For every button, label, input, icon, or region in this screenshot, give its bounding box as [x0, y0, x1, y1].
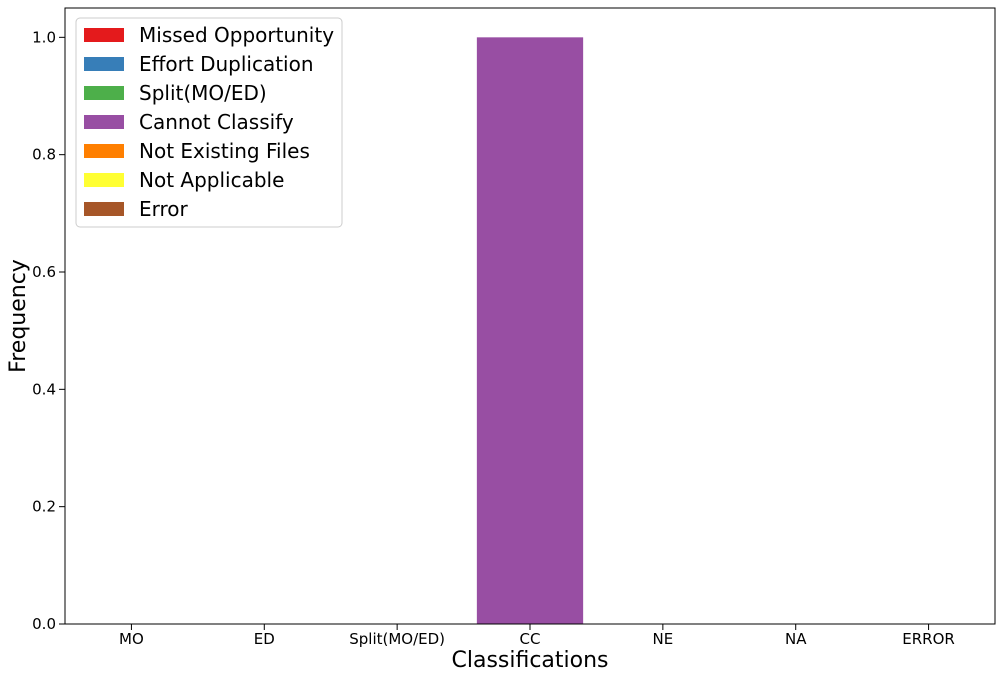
legend-swatch: [84, 144, 124, 158]
y-axis-title: Frequency: [6, 259, 31, 373]
y-tick-label: 0.4: [32, 380, 56, 398]
legend-label: Split(MO/ED): [139, 81, 267, 105]
bar-cc: [476, 37, 584, 625]
x-tick-label: MO: [119, 630, 144, 648]
legend-label: Error: [139, 197, 189, 221]
x-tick-label: Split(MO/ED): [349, 630, 445, 648]
legend-swatch: [84, 173, 124, 187]
legend-swatch: [84, 202, 124, 216]
y-tick-label: 0.8: [32, 146, 56, 164]
bars-layer: [476, 37, 584, 625]
x-tick-label: ED: [254, 630, 275, 648]
legend-swatch: [84, 57, 124, 71]
legend-label: Missed Opportunity: [139, 23, 334, 47]
legend: Missed Opportunity Effort Duplication Spli…: [75, 17, 343, 228]
y-tick-label: 1.0: [32, 28, 56, 46]
x-tick-label: NA: [785, 630, 807, 648]
legend-label: Cannot Classify: [139, 110, 294, 134]
legend-swatch: [84, 86, 124, 100]
x-tick-label: ERROR: [902, 630, 955, 648]
legend-label: Not Existing Files: [139, 139, 310, 163]
y-axis: 0.0 0.2 0.4 0.6 0.8 1.0: [32, 28, 65, 633]
legend-swatch: [84, 115, 124, 129]
y-tick-label: 0.6: [32, 263, 56, 281]
y-tick-label: 0.0: [32, 615, 56, 633]
x-axis-title: Classifications: [451, 648, 608, 673]
x-tick-label: CC: [520, 630, 541, 648]
legend-swatch: [84, 28, 124, 42]
y-tick-label: 0.2: [32, 498, 56, 516]
legend-label: Not Applicable: [139, 168, 284, 192]
legend-label: Effort Duplication: [139, 52, 314, 76]
legend-box: [75, 17, 343, 228]
x-axis: MO ED Split(MO/ED) CC NE NA ERROR: [119, 624, 955, 648]
x-tick-label: NE: [653, 630, 674, 648]
